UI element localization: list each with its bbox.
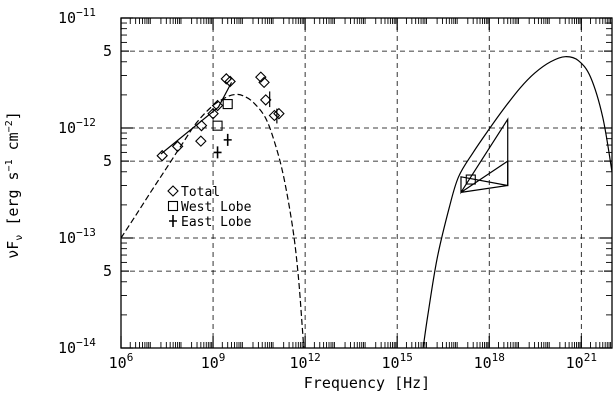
legend-marker <box>169 215 177 227</box>
legend-label: East Lobe <box>181 215 252 230</box>
total-point <box>258 76 270 89</box>
total-point <box>207 107 219 120</box>
east-lobe-point <box>223 133 232 146</box>
x-tick-label: 106 <box>109 351 134 372</box>
total-point <box>255 71 267 83</box>
east-lobe-point <box>213 146 222 159</box>
y-axis-label-end: ] <box>4 111 22 120</box>
y-axis-label: νFν [erg s−1 cm−2] <box>4 111 25 259</box>
y-axis-label-sub: ν <box>14 235 25 241</box>
y-axis-label-mid: cm <box>4 132 22 159</box>
plot-frame <box>120 17 613 349</box>
y-axis-label-rest: [erg s <box>4 171 22 234</box>
x-tick-label: 1018 <box>474 351 505 372</box>
total-point <box>268 109 281 122</box>
west-lobe-point <box>222 99 233 110</box>
total-point <box>156 149 168 162</box>
west-lobe-point <box>212 120 223 131</box>
radio-power-law-fit-curve <box>160 82 233 155</box>
y-axis-label-sup2: −2 <box>4 120 15 132</box>
x-tick-label: 1021 <box>566 351 597 372</box>
y-tick-label: 10−12 <box>58 116 96 137</box>
inverse-compton-model-curve <box>422 56 612 348</box>
x-tick-label: 1015 <box>382 351 413 372</box>
total-point <box>273 107 285 120</box>
axis-ticks <box>120 17 612 349</box>
y-tick-label: 5 <box>103 152 112 170</box>
legend-label: West Lobe <box>181 200 252 215</box>
y-tick-label: 10−11 <box>58 6 96 27</box>
grid-lines <box>121 18 612 348</box>
tick-labels: 106 109 1012 1015 1018 1021 10−14 5 10−13 5 10−12 5… <box>58 6 597 372</box>
xray-bowtie <box>460 117 509 195</box>
x-tick-label: 109 <box>201 351 226 372</box>
y-tick-label: 10−14 <box>58 336 96 357</box>
model-curves <box>121 56 612 348</box>
west-lobe-point <box>465 174 476 185</box>
total-point <box>195 119 208 132</box>
x-tick-label: 1012 <box>289 351 320 372</box>
data-points <box>156 71 476 185</box>
y-tick-label: 5 <box>103 262 112 280</box>
y-tick-label: 10−13 <box>58 226 96 247</box>
y-tick-label: 5 <box>103 42 112 60</box>
total-point <box>211 99 224 112</box>
total-point <box>195 135 207 147</box>
xray-bowtie <box>460 159 509 193</box>
y-axis-label-sup1: −1 <box>4 159 15 171</box>
y-axis-label-main: νF <box>4 241 22 259</box>
synchrotron-model-curve <box>121 93 305 348</box>
legend-marker <box>167 185 179 197</box>
total-point <box>259 94 272 106</box>
x-axis-label: Frequency [Hz] <box>304 374 430 392</box>
total-point <box>224 75 236 88</box>
total-point <box>171 140 184 153</box>
legend-label: Total <box>181 185 220 200</box>
legend-marker <box>167 200 179 212</box>
